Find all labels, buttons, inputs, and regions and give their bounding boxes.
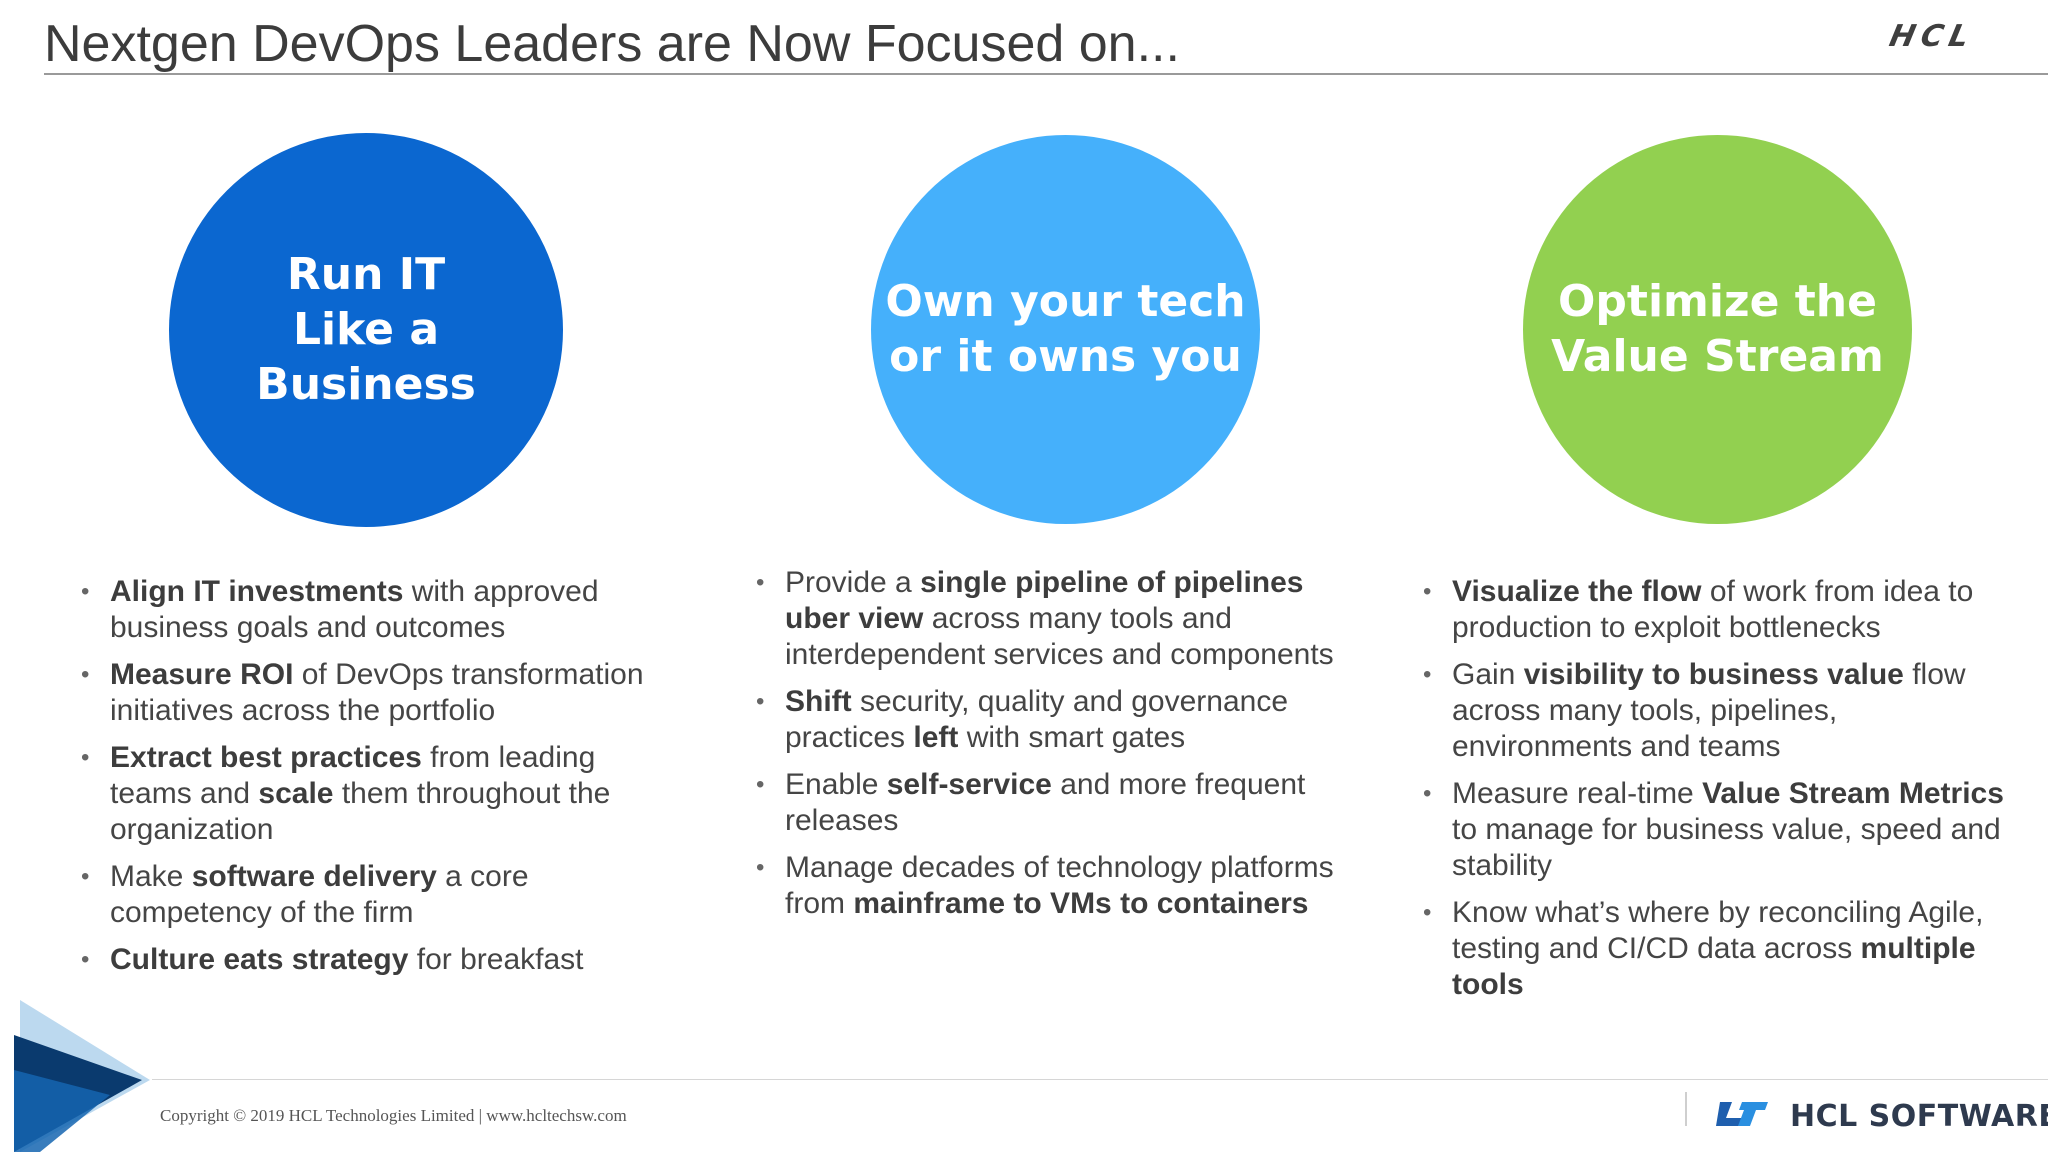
title-divider [44,73,2048,75]
circle-heading: Optimize the Value Stream [1551,275,1884,382]
bullet-item: • Shift security, quality and governance … [756,684,1347,756]
bullet-item: • Measure ROI of DevOps transformation in… [81,657,682,729]
bullet-emphasis: Visualize the flow [1452,575,1702,608]
bullet-emphasis: Extract best practices [110,741,422,774]
slide-title: Nextgen DevOps Leaders are Now Focused o… [44,15,1180,73]
bullet-emphasis: scale [258,777,334,810]
bullet-dot-icon: • [1423,780,1432,807]
bullet-emphasis: Culture eats strategy [110,943,409,976]
bullet-dot-icon: • [756,771,765,798]
bullet-text: to manage for business value, speed and … [1452,813,2001,882]
bullet-text: a core competency of the firm [110,860,529,929]
corner-triangle-graphic [14,1000,150,1152]
bullet-emphasis: software delivery [191,860,437,893]
bullet-text: of DevOps transformation initiatives acr… [110,658,644,727]
bullet-dot-icon: • [81,578,90,605]
footer-divider [152,1079,2048,1080]
copyright-text: Copyright © 2019 HCL Technologies Limite… [160,1106,627,1125]
bullet-dot-icon: • [1423,578,1432,605]
bullet-text: with smart gates [958,721,1186,754]
bullet-emphasis: single pipeline of pipelines uber view [785,566,1304,635]
bullet-emphasis: visibility to business value [1523,658,1904,691]
bullet-list-own-your-tech: • Provide a single pipeline of pipelines … [756,565,1347,933]
bullet-item: • Provide a single pipeline of pipelines … [756,565,1347,673]
bullet-emphasis: self-service [886,768,1052,801]
bullet-dot-icon: • [1423,661,1432,688]
bullet-item: • Know what’s where by reconciling Agile,… [1423,895,2014,1003]
bullet-item: • Extract best practices from leading tea… [81,740,682,848]
bullet-text: and more frequent releases [785,768,1306,837]
bullet-emphasis: Measure ROI [110,658,294,691]
bullet-text: flow across many tools, pipelines, envir… [1452,658,1966,763]
bullet-emphasis: Shift [785,685,852,718]
bullet-text: Know what’s where by reconciling Agile, … [1452,896,1984,965]
bullet-emphasis: Align IT investments [110,575,404,608]
bullet-item: • Make software delivery a core competenc… [81,859,682,931]
bullet-text: across many tools and interdependent ser… [785,602,1334,671]
bullet-dot-icon: • [756,688,765,715]
bullet-emphasis: multiple tools [1452,932,1976,1001]
hcl-logo: HCL [1886,19,1978,54]
bullet-text: Gain [1452,658,1524,691]
bullet-item: • Enable self-service and more frequent r… [756,767,1347,839]
circle-optimize-value-stream: Optimize the Value Stream [1523,135,1912,524]
bullet-item: • Manage decades of technology platforms … [756,850,1347,922]
bullet-list-run-it: • Align IT investments with approved busi… [81,574,682,989]
bullet-dot-icon: • [81,661,90,688]
bullet-list-optimize-value-stream: • Visualize the flow of work from idea to… [1423,574,2014,1014]
bullet-text: Enable [785,768,887,801]
bullet-dot-icon: • [81,863,90,890]
hcl-software-logo-icon [1716,1102,1768,1126]
bullet-emphasis: left [913,721,959,754]
bullet-dot-icon: • [81,744,90,771]
bullet-dot-icon: • [81,946,90,973]
bullet-item: • Measure real-time Value Stream Metrics … [1423,776,2014,884]
bullet-item: • Gain visibility to business value flow … [1423,657,2014,765]
bullet-text: Provide a [785,566,921,599]
circle-own-your-tech: Own your tech or it owns you [871,135,1260,524]
circle-run-it: Run IT Like a Business [169,133,563,527]
bullet-emphasis: mainframe to VMs to containers [853,887,1309,920]
bullet-item: • Visualize the flow of work from idea to… [1423,574,2014,646]
bullet-text: them throughout the organization [110,777,611,846]
circle-heading: Run IT Like a Business [256,248,476,410]
bullet-text: security, quality and governance practic… [785,685,1289,754]
bullet-text: for breakfast [408,943,584,976]
bullet-dot-icon: • [756,569,765,596]
bullet-text: of work from idea to production to explo… [1452,575,1974,644]
hcl-software-brand: HCL SOFTWARE [1790,1099,2048,1134]
bullet-text: with approved business goals and outcome… [110,575,599,644]
bullet-item: • Align IT investments with approved busi… [81,574,682,646]
bullet-emphasis: Value Stream Metrics [1702,777,2004,810]
bullet-dot-icon: • [756,854,765,881]
footer-separator [1685,1092,1687,1126]
bullet-text: Manage decades of technology platforms f… [785,851,1334,920]
bullet-text: Measure real-time [1452,777,1703,810]
circle-heading: Own your tech or it owns you [885,275,1246,382]
bullet-item: • Culture eats strategy for breakfast [81,942,682,978]
bullet-text: Make [110,860,192,893]
bullet-dot-icon: • [1423,899,1432,926]
bullet-text: from leading teams and [110,741,596,810]
